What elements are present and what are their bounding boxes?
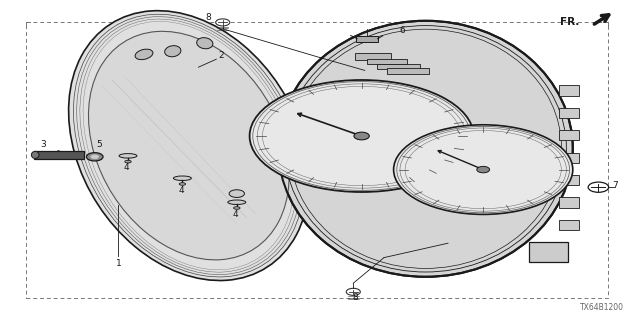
Ellipse shape	[173, 176, 191, 180]
Circle shape	[588, 182, 609, 192]
FancyBboxPatch shape	[356, 36, 378, 42]
Ellipse shape	[68, 11, 309, 281]
Text: 8: 8	[353, 293, 358, 302]
Circle shape	[216, 19, 230, 26]
FancyBboxPatch shape	[559, 85, 579, 96]
FancyBboxPatch shape	[34, 151, 84, 159]
Text: 6: 6	[399, 26, 404, 35]
FancyBboxPatch shape	[559, 108, 579, 118]
Circle shape	[229, 190, 244, 197]
FancyBboxPatch shape	[559, 130, 579, 140]
Circle shape	[250, 80, 474, 192]
Text: 5: 5	[97, 140, 102, 149]
Ellipse shape	[119, 154, 137, 158]
Ellipse shape	[164, 46, 181, 57]
FancyBboxPatch shape	[559, 153, 579, 163]
Circle shape	[86, 153, 103, 161]
Ellipse shape	[125, 160, 131, 163]
FancyBboxPatch shape	[559, 220, 579, 230]
Text: 2: 2	[218, 52, 223, 60]
Ellipse shape	[179, 183, 186, 185]
Text: 4: 4	[179, 186, 184, 195]
Text: 7: 7	[612, 181, 618, 190]
FancyBboxPatch shape	[559, 175, 579, 185]
Ellipse shape	[228, 200, 246, 204]
FancyBboxPatch shape	[529, 242, 568, 262]
Text: 3: 3	[41, 140, 46, 149]
Circle shape	[91, 155, 99, 159]
Text: 8: 8	[205, 13, 211, 22]
FancyBboxPatch shape	[367, 59, 407, 64]
Ellipse shape	[278, 21, 573, 277]
FancyBboxPatch shape	[387, 68, 429, 74]
Circle shape	[354, 132, 369, 140]
FancyBboxPatch shape	[355, 53, 391, 60]
Ellipse shape	[31, 151, 39, 158]
Text: 4: 4	[124, 164, 129, 172]
Ellipse shape	[135, 49, 153, 60]
Text: FR.: FR.	[560, 17, 579, 28]
Ellipse shape	[234, 207, 240, 209]
Text: TX64B1200: TX64B1200	[580, 303, 624, 312]
Circle shape	[477, 166, 490, 173]
Ellipse shape	[196, 38, 213, 49]
Text: 1: 1	[116, 260, 121, 268]
Text: 4: 4	[233, 210, 238, 219]
Bar	[26, 22, 608, 298]
Circle shape	[346, 288, 360, 295]
Ellipse shape	[88, 31, 289, 260]
FancyBboxPatch shape	[377, 64, 420, 69]
FancyBboxPatch shape	[559, 197, 579, 208]
Circle shape	[394, 125, 573, 214]
